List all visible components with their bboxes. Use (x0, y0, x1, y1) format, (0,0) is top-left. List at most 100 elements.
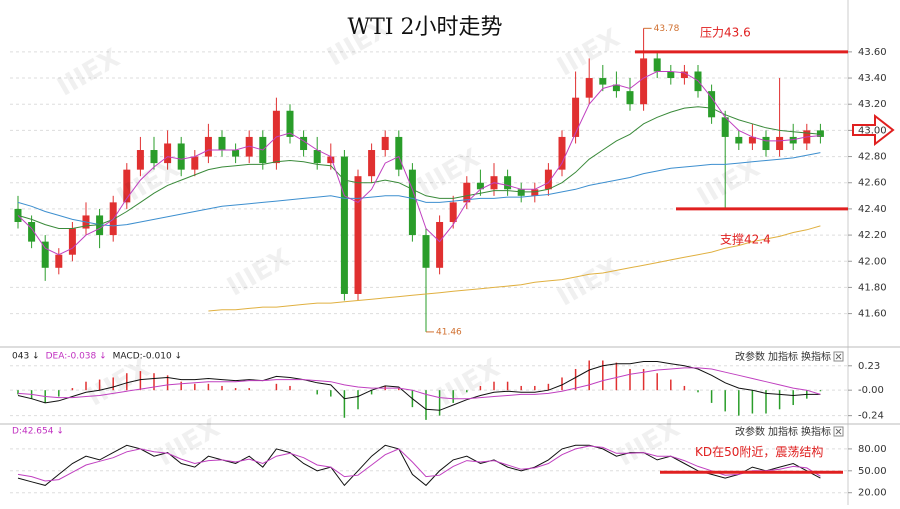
candle-body (463, 182, 471, 203)
candle-body (585, 78, 593, 98)
indicator-line (17, 361, 821, 411)
y-tick-label: -0.24 (858, 411, 884, 422)
y-tick-label: 43.60 (858, 47, 887, 58)
candle-body (245, 136, 253, 157)
candle-body (735, 136, 743, 144)
indicator-label: DEA:-0.038 ↓ (46, 352, 107, 362)
indicator-line (17, 152, 821, 227)
candle-body (680, 71, 688, 79)
candle-body (816, 130, 824, 137)
y-tick-label: 42.40 (858, 204, 887, 215)
arrow-icon (852, 113, 895, 147)
candle-body (395, 136, 403, 170)
candle-body (381, 136, 389, 151)
indicator-line (17, 445, 821, 482)
watermark: IIIEX (222, 243, 295, 302)
max-label: 43.78 (654, 24, 680, 34)
level-label: 支撑42.4 (720, 231, 771, 246)
indicator-line (17, 71, 821, 256)
candle-body (504, 176, 512, 190)
candle-body (572, 97, 580, 137)
candle-body (640, 58, 648, 105)
candle-body (476, 182, 484, 190)
indicator-line (17, 444, 821, 487)
watermark: IIIEX (552, 253, 625, 312)
y-tick-label: 0.23 (858, 361, 880, 372)
candle-body (667, 71, 675, 79)
y-tick-label: 43.20 (858, 99, 887, 110)
candle-body (218, 136, 226, 151)
close-button[interactable] (833, 426, 844, 437)
candle-body (41, 241, 49, 268)
candle-body (136, 150, 144, 170)
close-icon (835, 428, 842, 435)
candle-body (191, 156, 199, 170)
indicator-label: 043 ↓ (12, 352, 40, 362)
candle-body (789, 136, 797, 144)
candle-body (354, 176, 362, 294)
close-button[interactable] (833, 351, 844, 362)
indicator-button[interactable]: 换指标 (801, 350, 831, 363)
candle-body (368, 150, 376, 177)
watermark: IIIEX (152, 413, 225, 472)
candle-body (327, 156, 335, 164)
watermark: IIIEX (552, 23, 625, 82)
candle-body (300, 136, 308, 151)
y-tick-label: 41.60 (858, 309, 887, 320)
y-tick-label: 20.00 (858, 488, 887, 499)
candle-body (68, 228, 76, 255)
candle-body (612, 84, 620, 92)
candle-body (626, 91, 634, 105)
candle-body (340, 156, 348, 294)
candle-body (449, 202, 457, 222)
y-tick-label: 42.00 (858, 256, 887, 267)
y-tick-label: 42.80 (858, 152, 887, 163)
candle-body (177, 143, 185, 170)
y-tick-label: 43.40 (858, 73, 887, 84)
watermark: IIIEX (612, 413, 685, 472)
indicator-button[interactable]: 改参数 (735, 350, 765, 363)
candle-body (150, 150, 158, 164)
indicator-button[interactable]: 加指标 (768, 425, 798, 438)
y-tick-label: -0.00 (858, 385, 884, 396)
y-tick-label: 41.80 (858, 282, 887, 293)
level-label: 压力43.6 (700, 25, 751, 39)
candle-body (204, 136, 212, 157)
candle-body (123, 169, 131, 203)
candle-body (436, 221, 444, 268)
candle-body (748, 136, 756, 144)
candle-body (55, 254, 63, 268)
indicator-line (17, 367, 821, 400)
close-icon (835, 353, 842, 360)
candle-body (28, 221, 36, 242)
level-label: KD在50附近，震荡结构 (695, 444, 823, 459)
candle-body (653, 58, 661, 72)
candle-body (286, 110, 294, 137)
indicator-button[interactable]: 换指标 (801, 425, 831, 438)
y-tick-label: 42.20 (858, 230, 887, 241)
candle-body (708, 91, 716, 118)
indicator-line (17, 106, 821, 229)
candle-body (721, 117, 729, 137)
candle-body (164, 143, 172, 164)
candle-body (776, 136, 784, 151)
indicator-label: D:42.654 ↓ (12, 427, 64, 437)
watermark: IIIEX (82, 353, 155, 412)
y-tick-label: 50.00 (858, 466, 887, 477)
y-tick-label: 80.00 (858, 444, 887, 455)
indicator-button[interactable]: 改参数 (735, 425, 765, 438)
indicator-line (208, 225, 821, 312)
candle-body (232, 150, 240, 157)
candle-body (762, 136, 770, 151)
indicator-button[interactable]: 加指标 (768, 350, 798, 363)
candle-body (313, 150, 321, 164)
candle-body (558, 136, 566, 170)
min-label: 41.46 (436, 327, 462, 337)
candle-body (422, 235, 430, 268)
candle-body (599, 78, 607, 85)
candle-body (544, 169, 552, 190)
candle-body (531, 189, 539, 196)
candle-body (408, 169, 416, 236)
